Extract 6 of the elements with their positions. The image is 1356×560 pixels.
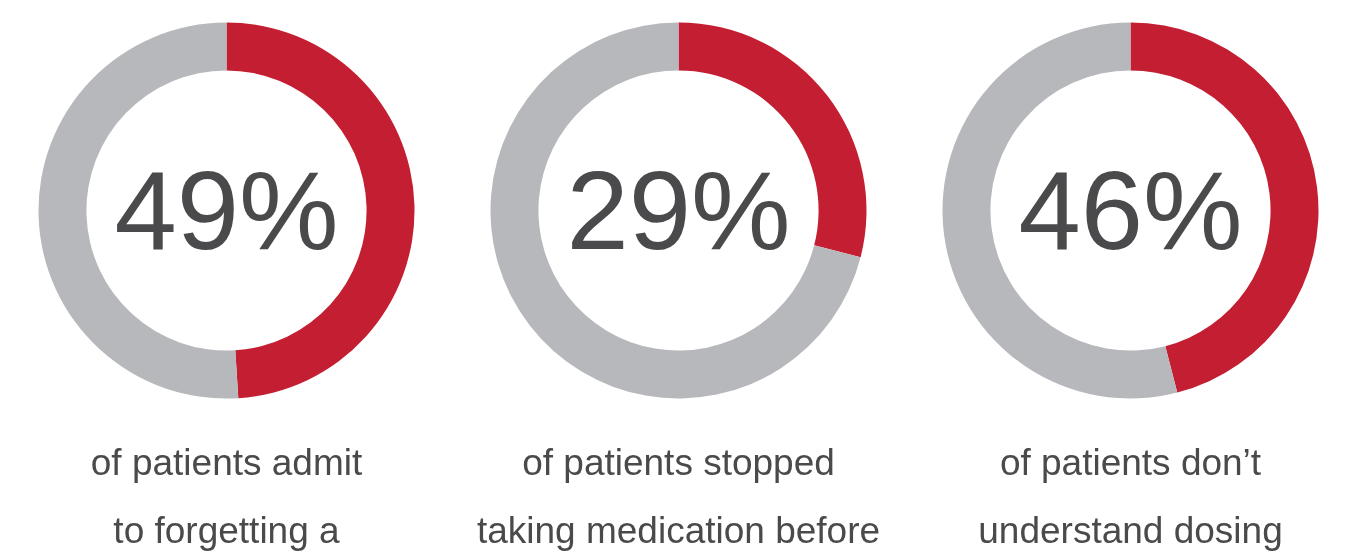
data-label: 46% [1018, 148, 1243, 273]
data-label: 49% [114, 148, 339, 273]
text: of patients don’t understand dosing [978, 442, 1283, 551]
data-label: 29% [566, 148, 791, 273]
text: of patients admit to forgetting a [90, 442, 363, 551]
text: of patients stopped taking medication before [476, 442, 881, 551]
